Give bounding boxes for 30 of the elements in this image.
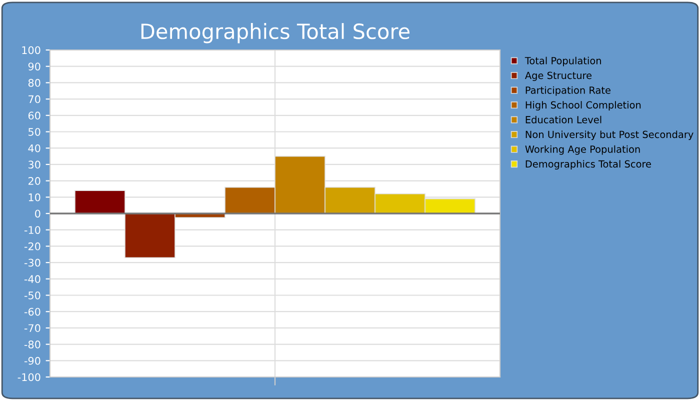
y-tick-label: -30 <box>24 258 40 267</box>
y-tick-label: 90 <box>28 62 40 70</box>
y-tick-label: -50 <box>24 291 40 300</box>
y-tick-label: 60 <box>28 112 40 120</box>
y-tick-label: 100 <box>22 46 40 54</box>
legend-label: Total Population <box>524 56 601 66</box>
legend-label: Participation Rate <box>526 86 610 96</box>
y-tick-label: -100 <box>18 373 40 382</box>
y-tick-label: 10 <box>28 193 40 202</box>
legend-label: Non University but Post Secondary <box>526 130 694 140</box>
y-tick-label: -10 <box>24 226 40 234</box>
y-tick-label: 80 <box>28 78 40 87</box>
y-tick-label: 30 <box>28 160 40 169</box>
legend-label: Age Structure <box>524 72 592 81</box>
y-tick-label: -80 <box>24 340 40 348</box>
y-tick-label: -60 <box>24 308 40 316</box>
y-tick-label: -70 <box>24 324 40 332</box>
y-tick-label: 50 <box>28 128 40 136</box>
y-tick-label: 40 <box>28 144 40 152</box>
legend-label: Working Age Population <box>525 145 640 155</box>
y-tick-label: 20 <box>28 177 40 185</box>
legend-label: High School Completion <box>526 101 641 110</box>
y-tick-label: -20 <box>24 242 40 250</box>
legend-label: Education Level <box>526 116 602 124</box>
chart-title: Demographics Total Score <box>141 23 410 44</box>
legend-label: Demographics Total Score <box>526 160 651 170</box>
y-tick-label: 0 <box>35 210 40 218</box>
y-tick-label: -90 <box>24 356 40 365</box>
y-tick-label: -40 <box>24 275 40 284</box>
y-tick-label: 70 <box>28 95 40 104</box>
